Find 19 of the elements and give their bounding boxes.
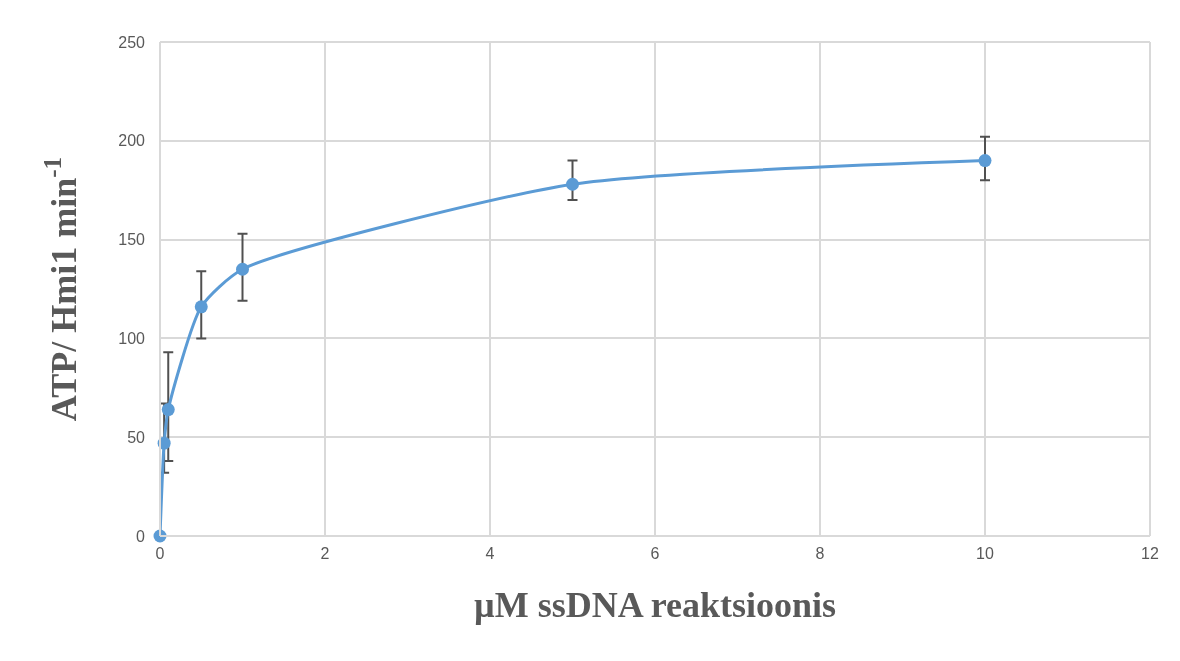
x-tick-label: 2 — [320, 545, 330, 562]
x-tick-label: 10 — [976, 545, 994, 562]
y-tick-label: 200 — [118, 132, 146, 150]
x-tick-label: 6 — [650, 545, 660, 562]
point — [236, 262, 249, 276]
point — [161, 403, 175, 417]
x-tick-label: 12 — [1141, 545, 1159, 562]
point — [566, 177, 579, 191]
y-tick-label: 250 — [118, 33, 146, 51]
x-tick-label: 0 — [155, 545, 165, 562]
y-tick-label: 150 — [118, 231, 146, 249]
point — [978, 154, 992, 168]
x-axis-title: µM ssDNA reaktsioonis — [473, 584, 837, 625]
y-tick-label: 100 — [118, 330, 146, 347]
x-tick-label: 4 — [485, 545, 495, 562]
y-tick-label: 0 — [136, 527, 146, 545]
point — [194, 300, 208, 314]
y-tick-label: 50 — [127, 428, 146, 446]
x-tick-label: 8 — [815, 545, 825, 562]
